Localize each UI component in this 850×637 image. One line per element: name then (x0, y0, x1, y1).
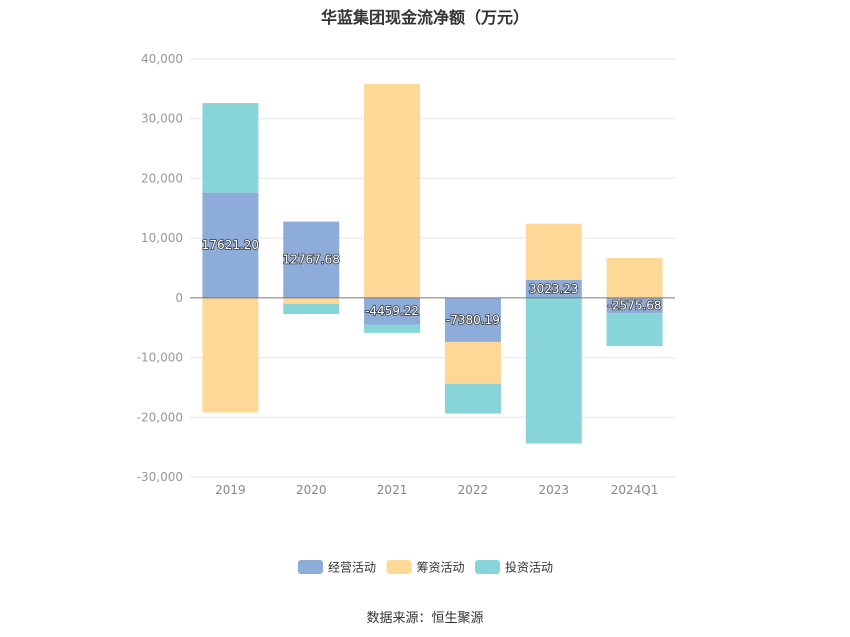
data-labels: 17621.20 12767.68 -4459.22 -7380.19 3023.23 -… (201, 237, 662, 327)
bar-2019-series-1[interactable] (202, 297, 259, 413)
bar-2019-series-0[interactable] (202, 192, 259, 298)
bar-2019-series-2[interactable] (202, 103, 259, 193)
x-axis-labels: 2019 2020 2021 2022 2023 2024Q1 (215, 483, 658, 497)
bar-2024Q1-series-1[interactable] (606, 257, 663, 298)
legend-item-1[interactable]: 筹资活动 (386, 560, 465, 575)
data-label: -4459.22 (365, 304, 419, 318)
bar-2021-series-1[interactable] (364, 84, 421, 298)
y-axis-labels: 40,000 30,000 20,000 10,000 0 -10,000 -20,000 -… (137, 52, 183, 484)
y-tick-label: 40,000 (141, 52, 183, 66)
legend[interactable]: 经营活动 筹资活动 投资活动 (298, 560, 553, 575)
x-tick-label: 2020 (296, 483, 327, 497)
y-tick-label: 10,000 (141, 231, 183, 245)
x-tick-label: 2024Q1 (611, 483, 659, 497)
x-tick-label: 2019 (215, 483, 246, 497)
y-tick-label: -30,000 (137, 470, 183, 484)
y-tick-label: 30,000 (141, 112, 183, 126)
data-source-note: 数据来源：恒生聚源 (366, 611, 484, 626)
y-tick-label: -20,000 (137, 410, 183, 424)
data-label: -7380.19 (446, 313, 500, 327)
x-tick-label: 2021 (377, 483, 408, 497)
legend-label: 投资活动 (505, 560, 553, 575)
bar-2020-series-1[interactable] (283, 297, 340, 304)
legend-label: 经营活动 (328, 561, 376, 575)
bar-2022-series-2[interactable] (444, 383, 501, 414)
y-tick-label: -10,000 (137, 351, 183, 365)
legend-item-0[interactable]: 经营活动 (298, 560, 376, 575)
y-tick-label: 0 (175, 291, 183, 305)
chart-title: 华蓝集团现金流净额（万元） (320, 8, 529, 27)
bars (202, 84, 663, 444)
legend-swatch (386, 560, 412, 574)
data-label: 3023.23 (529, 282, 579, 296)
data-label: -2575.68 (608, 299, 662, 313)
bar-2023-series-1[interactable] (525, 223, 582, 280)
bar-2022-series-1[interactable] (444, 341, 501, 384)
legend-item-2[interactable]: 投资活动 (475, 560, 553, 575)
grid-lines (190, 58, 675, 478)
bar-2023-series-0[interactable] (525, 279, 582, 298)
bar-2024Q1-series-2[interactable] (606, 313, 663, 347)
x-tick-label: 2023 (538, 483, 569, 497)
x-tick-label: 2022 (458, 483, 489, 497)
y-tick-label: 20,000 (141, 171, 183, 185)
data-label: 12767.68 (283, 253, 340, 267)
bar-2024Q1-series-0[interactable] (606, 297, 663, 314)
bar-2020-series-0[interactable] (283, 221, 340, 298)
bar-2021-series-2[interactable] (364, 324, 421, 333)
bar-2021-series-0[interactable] (364, 297, 421, 325)
legend-swatch (475, 560, 500, 574)
legend-label: 筹资活动 (417, 561, 465, 575)
bar-2023-series-2[interactable] (525, 297, 582, 444)
data-label: 17621.20 (202, 238, 259, 252)
bar-2020-series-2[interactable] (283, 303, 340, 314)
legend-swatch (298, 560, 323, 574)
bar-2022-series-0[interactable] (444, 297, 501, 342)
